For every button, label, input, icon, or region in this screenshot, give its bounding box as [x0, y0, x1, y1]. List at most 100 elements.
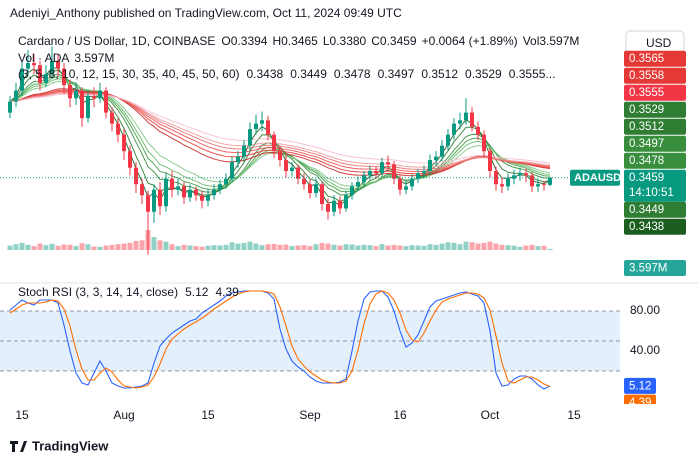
- stoch-pane: 80.00 40.00: [0, 290, 660, 390]
- candle-body: [488, 151, 492, 171]
- axis-label: 5.12: [624, 377, 656, 394]
- volume-bar: [271, 243, 277, 250]
- last-price: 0.3459: [629, 172, 664, 184]
- volume-bar: [205, 245, 211, 250]
- volume-bar: [283, 244, 289, 250]
- x-tick-label: 15: [201, 408, 215, 422]
- volume-bar: [415, 245, 421, 250]
- axis-label: 0.3512: [624, 118, 686, 135]
- candle-body: [278, 151, 282, 160]
- volume-bar: [367, 245, 373, 250]
- candle-body: [302, 178, 306, 185]
- ribbon-value: 0.3512: [421, 67, 458, 81]
- volume-bar: [79, 243, 85, 250]
- ribbon-value: 0.3555...: [509, 67, 556, 81]
- volume-bar: [157, 240, 163, 250]
- candle-body: [506, 178, 510, 187]
- axis-label-box: [624, 101, 686, 118]
- volume-bar: [223, 244, 229, 250]
- axis-label-text: 0.3512: [629, 121, 664, 133]
- candle-body: [56, 60, 60, 69]
- volume-bar: [31, 246, 37, 250]
- candle-body: [410, 178, 414, 187]
- volume-bar: [217, 245, 223, 250]
- volume-bar: [241, 242, 247, 250]
- candle-body: [188, 189, 192, 198]
- axis-label: 0.3558: [624, 67, 686, 84]
- candle-body: [248, 129, 252, 146]
- axis-label: 0.3529: [624, 101, 686, 118]
- volume-bar: [193, 246, 199, 250]
- candle-body: [380, 162, 384, 174]
- candle-body: [434, 156, 438, 160]
- axis-label-text: 0.3565: [629, 53, 664, 65]
- candle-body: [62, 68, 66, 86]
- logo: TradingView: [10, 438, 109, 453]
- candle-body: [38, 65, 42, 83]
- ohlc-value: +0.0064 (+1.89%): [422, 34, 518, 48]
- candle-body: [476, 126, 480, 135]
- candle-body: [512, 175, 516, 179]
- candle-body: [332, 200, 336, 212]
- candle-body: [98, 90, 102, 99]
- volume-bar: [349, 244, 355, 250]
- volume-bar: [493, 243, 499, 250]
- y-tick-label: 80.00: [630, 303, 660, 317]
- volume-bar: [85, 244, 91, 250]
- candle-body: [32, 63, 36, 66]
- volume-bar: [427, 244, 433, 250]
- volume-bar: [73, 246, 79, 250]
- symbol-box: [570, 169, 620, 186]
- candle-body: [320, 184, 324, 205]
- y-tick-label: 40.00: [630, 343, 660, 357]
- volume-bar: [295, 245, 301, 250]
- candle-body: [374, 170, 378, 174]
- volume-bar: [355, 245, 361, 250]
- volume-bar: [127, 242, 133, 250]
- volume-bar: [289, 246, 295, 250]
- candle-body: [104, 90, 108, 113]
- ohlc-value: H0.3465: [272, 34, 318, 48]
- currency-button[interactable]: USD: [625, 30, 685, 58]
- volume-bar: [457, 244, 463, 250]
- candle-body: [326, 204, 330, 212]
- candle-body: [440, 145, 444, 157]
- volume-bar: [121, 243, 127, 250]
- volume-bar: [541, 245, 547, 250]
- candle-body: [26, 63, 30, 69]
- candle-body: [290, 167, 294, 171]
- candle-body: [542, 184, 546, 186]
- currency[interactable]: USD: [646, 36, 672, 50]
- candle-body: [182, 186, 186, 198]
- volume-bar: [451, 242, 457, 250]
- candle-body: [158, 189, 162, 207]
- candle-body: [254, 123, 258, 130]
- x-tick-label: Oct: [481, 408, 500, 422]
- volume-bar: [445, 242, 451, 250]
- volume-bar: [115, 244, 121, 250]
- volume-bar: [247, 241, 253, 250]
- candle-body: [176, 186, 180, 190]
- axis-label-text: 0.3497: [629, 138, 664, 150]
- stoch-line: [9, 290, 551, 390]
- volume-bar: [13, 244, 19, 250]
- volume-bar: [487, 241, 493, 250]
- candle-body: [428, 159, 432, 171]
- candle-body: [452, 123, 456, 135]
- volume-title: Vol · ADA: [18, 51, 69, 65]
- axis-label-box: [624, 218, 686, 235]
- stoch-line: [9, 290, 551, 389]
- candle-body: [146, 195, 150, 212]
- candle-body: [242, 145, 246, 157]
- volume-bar: [199, 246, 205, 250]
- axis-label: 0.3555: [624, 84, 686, 101]
- ribbon-value: 0.3497: [378, 67, 415, 81]
- volume-bar: [403, 246, 409, 250]
- volume-bar: [175, 246, 181, 250]
- candle-body: [218, 184, 222, 190]
- overlay: Cardano / US Dollar, 1D, COINBASE O0.3394…: [15, 34, 686, 422]
- candle-body: [356, 182, 360, 187]
- ribbon-value: 0.3438: [247, 67, 284, 81]
- volume-bar: [301, 245, 307, 250]
